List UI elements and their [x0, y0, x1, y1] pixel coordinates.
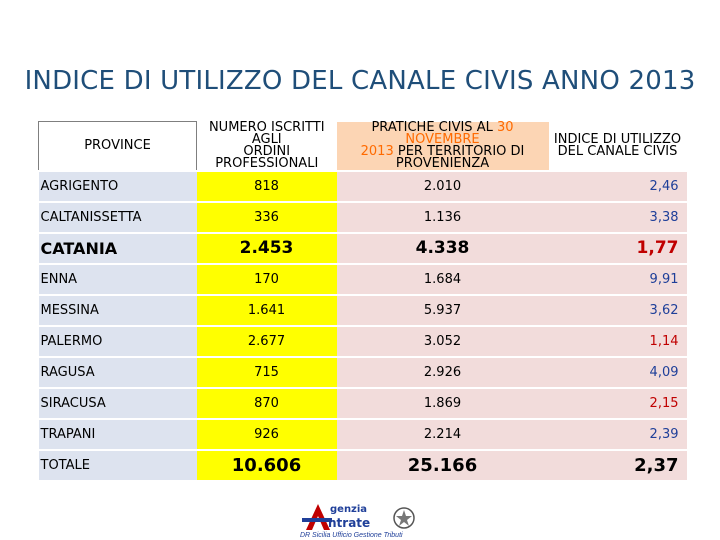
province-cell: RAGUSA: [38, 355, 197, 388]
pratiche-cell: 1.869: [336, 386, 549, 419]
page-title: INDICE DI UTILIZZO DEL CANALE CIVIS ANNO…: [24, 66, 696, 96]
agenzia-entrate-logo: genzia ntrate: [302, 504, 415, 530]
header-indice: INDICE DI UTILIZZO DEL CANALE CIVIS: [548, 121, 687, 171]
iscritti-cell: 2.453: [196, 231, 337, 264]
header-pratiche-date: 30 NOVEMBRE: [405, 119, 514, 147]
total-iscritti-cell: 10.606: [196, 448, 337, 480]
header-iscritti-line1: NUMERO ISCRITTI AGLI: [208, 119, 325, 147]
province-cell: PALERMO: [38, 324, 197, 357]
total-label-cell: TOTALE: [38, 448, 197, 480]
header-pratiche-text-a: PRATICHE CIVIS AL: [371, 119, 497, 135]
province-cell: CALTANISSETTA: [38, 200, 197, 233]
table-row: RAGUSA 715 2.926 4,09: [38, 355, 687, 388]
pratiche-cell: 1.136: [336, 200, 549, 233]
header-pratiche: PRATICHE CIVIS AL 30 NOVEMBRE 2013 PER T…: [336, 119, 549, 171]
iscritti-cell: 715: [196, 355, 337, 388]
iscritti-cell: 818: [196, 169, 337, 202]
iscritti-cell: 926: [196, 417, 337, 450]
header-iscritti: NUMERO ISCRITTI AGLI ORDINI PROFESSIONAL…: [196, 119, 337, 171]
table-row: ENNA 170 1.684 9,91: [38, 262, 687, 295]
indice-cell: 1,14: [548, 324, 687, 357]
province-cell: SIRACUSA: [38, 386, 197, 419]
pratiche-cell: 1.684: [336, 262, 549, 295]
pratiche-cell: 3.052: [336, 324, 549, 357]
logo-line1: genzia: [330, 504, 367, 515]
pratiche-cell: 4.338: [336, 231, 549, 264]
table-row: SIRACUSA 870 1.869 2,15: [38, 386, 687, 419]
header-province: PROVINCE: [38, 121, 197, 171]
indice-cell: 2,15: [548, 386, 687, 419]
total-indice-cell: 2,37: [548, 448, 687, 480]
iscritti-cell: 1.641: [196, 293, 337, 326]
table-row: CALTANISSETTA 336 1.136 3,38: [38, 200, 687, 233]
civis-index-table: PROVINCE NUMERO ISCRITTI AGLI ORDINI PRO…: [38, 121, 687, 480]
iscritti-cell: 336: [196, 200, 337, 233]
indice-cell: 2,46: [548, 169, 687, 202]
total-pratiche-cell: 25.166: [336, 448, 549, 480]
indice-cell: 2,39: [548, 417, 687, 450]
table-row: CATANIA 2.453 4.338 1,77: [38, 231, 687, 264]
table-row: MESSINA 1.641 5.937 3,62: [38, 293, 687, 326]
indice-cell: 1,77: [548, 231, 687, 264]
province-cell: MESSINA: [38, 293, 197, 326]
pratiche-cell: 5.937: [336, 293, 549, 326]
province-cell: AGRIGENTO: [38, 169, 197, 202]
logo-subtitle: DR Sicilia Ufficio Gestione Tributi: [300, 532, 403, 539]
iscritti-cell: 170: [196, 262, 337, 295]
header-pratiche-year: 2013: [360, 143, 394, 159]
province-cell: TRAPANI: [38, 417, 197, 450]
indice-cell: 3,62: [548, 293, 687, 326]
header-pratiche-line3: PROVENIENZA: [395, 155, 490, 171]
header-indice-line1: INDICE DI UTILIZZO: [553, 131, 682, 147]
emblem-icon: [393, 507, 415, 529]
pratiche-cell: 2.010: [336, 169, 549, 202]
header-indice-line2: DEL CANALE CIVIS: [557, 143, 678, 159]
pratiche-cell: 2.214: [336, 417, 549, 450]
table-row: TRAPANI 926 2.214 2,39: [38, 417, 687, 450]
logo-line2: ntrate: [328, 516, 370, 530]
table-row: PALERMO 2.677 3.052 1,14: [38, 324, 687, 357]
table-header-row: PROVINCE NUMERO ISCRITTI AGLI ORDINI PRO…: [38, 119, 687, 171]
indice-cell: 3,38: [548, 200, 687, 233]
indice-cell: 4,09: [548, 355, 687, 388]
header-iscritti-line2: ORDINI PROFESSIONALI: [215, 143, 319, 171]
iscritti-cell: 2.677: [196, 324, 337, 357]
province-cell: CATANIA: [38, 231, 197, 264]
indice-cell: 9,91: [548, 262, 687, 295]
star-icon: [396, 510, 412, 526]
pratiche-cell: 2.926: [336, 355, 549, 388]
header-pratiche-text-b: PER TERRITORIO DI: [393, 143, 525, 159]
province-cell: ENNA: [38, 262, 197, 295]
table-row: AGRIGENTO 818 2.010 2,46: [38, 169, 687, 202]
iscritti-cell: 870: [196, 386, 337, 419]
total-row: TOTALE 10.606 25.166 2,37: [38, 448, 687, 480]
